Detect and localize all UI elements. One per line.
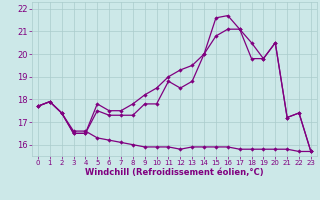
X-axis label: Windchill (Refroidissement éolien,°C): Windchill (Refroidissement éolien,°C) — [85, 168, 264, 177]
